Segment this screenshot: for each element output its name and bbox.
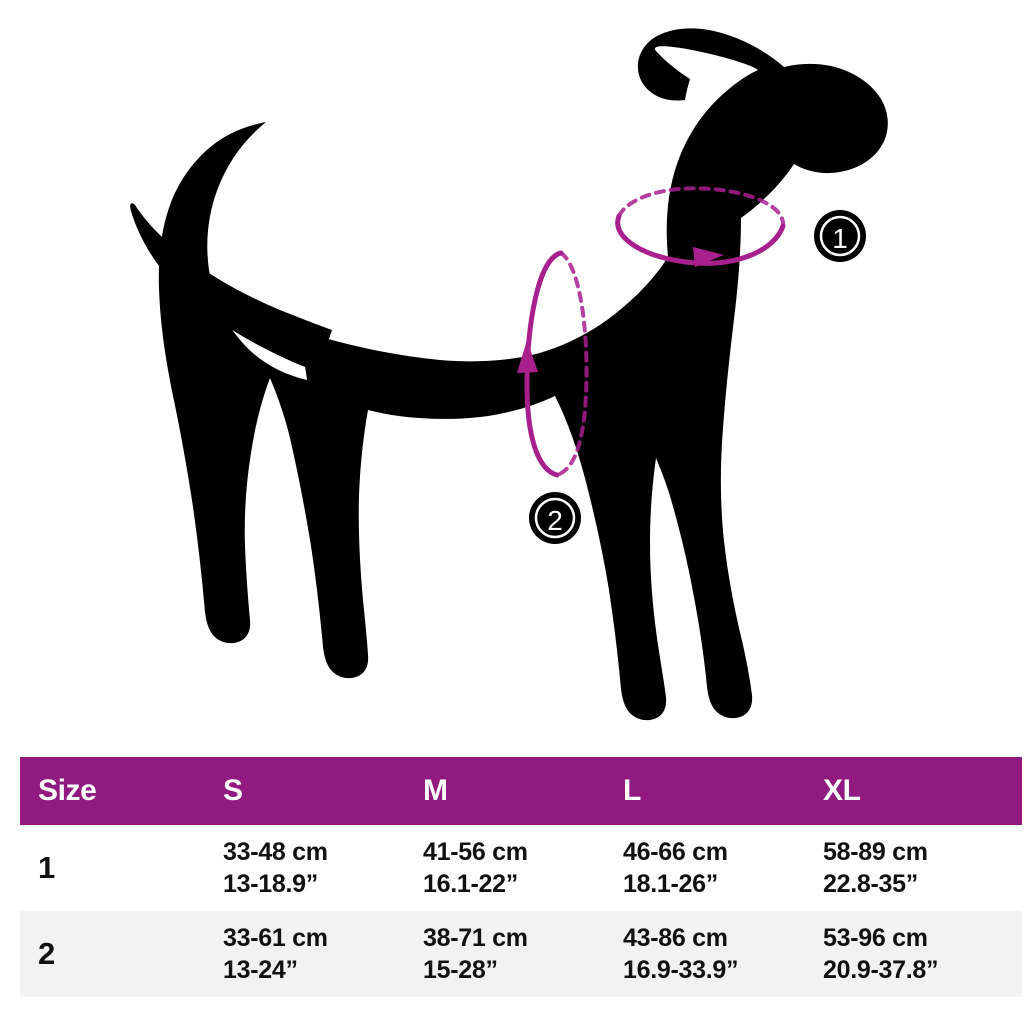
- row-index-2: 2: [38, 936, 56, 971]
- header-l: L: [623, 774, 641, 807]
- cell-2-s: 33-61 cm 13-24”: [223, 911, 423, 997]
- dog-silhouette: [130, 28, 888, 721]
- cell-1-l: 46-66 cm 18.1-26”: [623, 825, 823, 911]
- header-m: M: [423, 774, 448, 807]
- cell-imperial: 18.1-26”: [623, 870, 718, 898]
- cell-metric: 46-66 cm: [623, 838, 728, 866]
- cell-imperial: 15-28”: [423, 956, 498, 984]
- chest-measure-arrowhead: [517, 340, 538, 373]
- neck-measure-ellipse: [615, 186, 786, 266]
- header-size: Size: [38, 774, 97, 807]
- dog-measurement-overlay: 1 2: [130, 28, 888, 721]
- neck-measure-arrowhead: [693, 247, 724, 267]
- row-index-1: 1: [38, 850, 56, 885]
- cell-imperial: 16.9-33.9”: [623, 956, 739, 984]
- cell-metric: 33-61 cm: [223, 924, 328, 952]
- cell-2-xl: 53-96 cm 20.9-37.8”: [823, 911, 1022, 997]
- table-row: 2 33-61 cm 13-24” 38-71 cm 15-28” 43-86 …: [20, 911, 1022, 997]
- header-s: S: [223, 774, 243, 807]
- cell-metric: 33-48 cm: [223, 838, 328, 866]
- cell-1-m: 41-56 cm 16.1-22”: [423, 825, 623, 911]
- cell-metric: 43-86 cm: [623, 924, 728, 952]
- cell-1-xl: 58-89 cm 22.8-35”: [823, 825, 1022, 911]
- cell-metric: 38-71 cm: [423, 924, 528, 952]
- size-chart-body: 1 33-48 cm 13-18.9” 41-56 cm 16.1-22” 46…: [20, 825, 1022, 997]
- cell-1-s: 33-48 cm 13-18.9”: [223, 825, 423, 911]
- table-row: 1 33-48 cm 13-18.9” 41-56 cm 16.1-22” 46…: [20, 825, 1022, 911]
- chest-measure-ellipse: [524, 250, 589, 478]
- cell-metric: 58-89 cm: [823, 838, 928, 866]
- marker-1-badge: 1: [814, 210, 866, 262]
- size-chart-table: Size S M L XL 1 33-48 cm 13-18.9” 41-56 …: [20, 757, 1022, 997]
- cell-2-l: 43-86 cm 16.9-33.9”: [623, 911, 823, 997]
- neck-ellipse-back-dashed: [617, 186, 786, 228]
- marker-2-label: 2: [547, 505, 563, 536]
- chest-ellipse-back-dashed: [555, 251, 589, 477]
- cell-metric: 53-96 cm: [823, 924, 928, 952]
- size-chart-head: Size S M L XL: [20, 757, 1022, 825]
- marker-2-badge: 2: [529, 492, 581, 544]
- cell-2-m: 38-71 cm 15-28”: [423, 911, 623, 997]
- cell-imperial: 13-24”: [223, 956, 298, 984]
- table-header-row: Size S M L XL: [20, 757, 1022, 825]
- cell-imperial: 20.9-37.8”: [823, 956, 939, 984]
- marker-1-label: 1: [832, 223, 848, 254]
- cell-imperial: 16.1-22”: [423, 870, 518, 898]
- cell-imperial: 13-18.9”: [223, 870, 318, 898]
- cell-imperial: 22.8-35”: [823, 870, 918, 898]
- header-xl: XL: [823, 774, 861, 807]
- cell-metric: 41-56 cm: [423, 838, 528, 866]
